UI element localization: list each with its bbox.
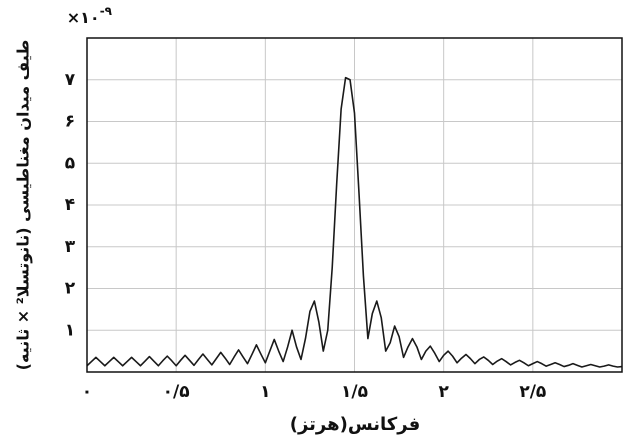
x-tick-label: ۲ — [438, 382, 449, 402]
y-multiplier-exponent: -۹ — [100, 4, 113, 18]
y-axis-title: طیف میدان مغناطیسی (نانوتسلا² × ثانیه) — [14, 40, 33, 371]
y-multiplier: ×۱۰-۹ — [67, 4, 113, 27]
y-tick-label: ۴ — [65, 195, 75, 215]
y-tick-label: ۳ — [65, 237, 76, 257]
x-tick-label: ۱/۵ — [341, 382, 368, 402]
y-tick-label: ۱ — [65, 320, 75, 340]
y-tick-label: ۶ — [65, 112, 75, 132]
y-tick-label: ۷ — [65, 70, 76, 90]
y-multiplier-base: ×۱۰ — [67, 8, 100, 27]
y-tick-label: ۵ — [65, 153, 75, 173]
plot-frame — [86, 37, 623, 373]
y-tick-label: ۲ — [65, 279, 76, 299]
spectrum-line — [86, 76, 623, 368]
x-tick-label: ۲/۵ — [519, 382, 546, 402]
series — [86, 76, 623, 368]
x-axis-title: فرکانس(هرتز) — [290, 414, 421, 435]
x-tick-label: ۱ — [260, 382, 270, 402]
x-tick-label: ۰ — [82, 382, 92, 402]
grid — [86, 38, 622, 372]
x-tick-label: ۰/۵ — [163, 382, 190, 402]
